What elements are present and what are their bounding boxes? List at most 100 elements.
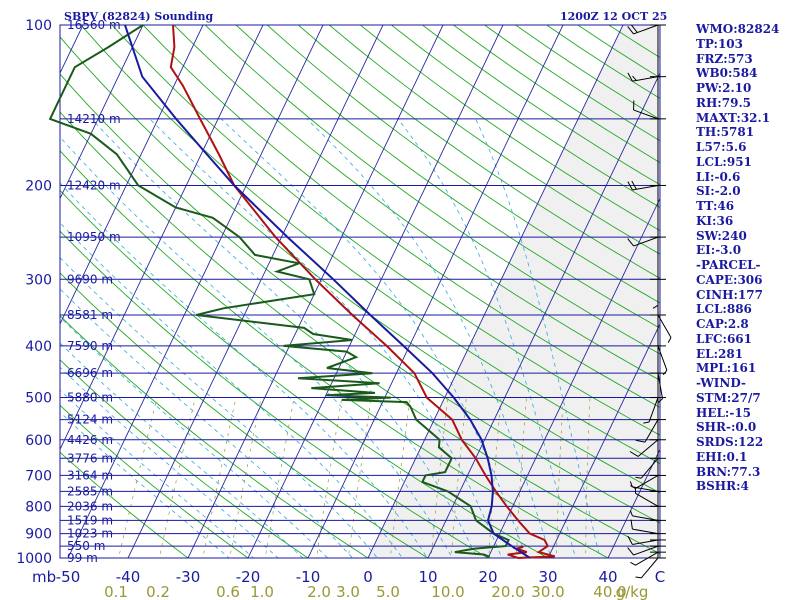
mixing-ratio-tick-label: 2.0 <box>307 583 331 600</box>
index-row: EHI:0.1 <box>696 449 748 464</box>
temperature-tick-label: 0 <box>363 568 373 586</box>
mixing-ratio-tick-label: 40.0 <box>593 583 626 600</box>
dry-adiabat-line <box>60 150 609 558</box>
height-label: 3776 m <box>67 451 113 465</box>
index-row: KI:36 <box>696 213 734 228</box>
height-label: 8581 m <box>67 308 113 322</box>
wind-barb-flag <box>630 519 633 530</box>
index-row: WMO:82824 <box>696 22 780 36</box>
dry-adiabat-line <box>60 451 189 558</box>
wind-barb-flag <box>657 398 663 403</box>
wind-barb-flag <box>629 510 633 517</box>
isotherm-line <box>487 197 660 558</box>
wind-barb <box>629 439 666 457</box>
wind-barb-staff <box>632 539 659 545</box>
index-row: SW:240 <box>696 228 747 243</box>
pressure-tick-label: 200 <box>25 178 52 194</box>
series-line-dewpoint <box>48 24 510 559</box>
mixing-ratio-tick-label: 1.0 <box>250 583 274 600</box>
wind-barb <box>630 519 666 535</box>
index-row: FRZ:573 <box>696 51 753 66</box>
isotherm-line <box>60 25 264 451</box>
isotherm-line <box>60 25 204 325</box>
index-row: CAP:2.8 <box>696 317 749 331</box>
isotherm-line <box>187 25 444 558</box>
wind-barb-staff <box>640 557 659 579</box>
wind-barb <box>627 180 666 191</box>
series-line-parcel <box>124 24 531 559</box>
temperature-tick-label: 30 <box>538 568 557 586</box>
dry-adiabat-line <box>60 189 549 558</box>
wind-barb-staff <box>633 109 659 120</box>
isobar-lines <box>59 24 661 559</box>
dry-adiabat-line <box>266 25 660 304</box>
dry-adiabat-line <box>298 25 660 279</box>
index-row: CINH:177 <box>696 287 763 302</box>
index-row: STM:27/7 <box>696 390 761 405</box>
index-row: TT:46 <box>696 199 735 213</box>
moist-adiabat-line <box>60 182 428 558</box>
index-row: BRN:77.3 <box>696 464 761 479</box>
wind-barb <box>627 24 666 35</box>
isotherm-line <box>427 72 660 558</box>
dry-adiabat-line <box>173 25 660 381</box>
height-label: 5124 m <box>67 413 113 427</box>
pressure-tick-label: 500 <box>25 391 52 407</box>
temperature-tick-label: -40 <box>116 568 141 586</box>
chart-valid-time: 1200Z 12 OCT 25 <box>560 10 667 23</box>
dry-adiabat-line <box>60 359 309 558</box>
plot-background <box>60 25 660 558</box>
index-row: EI:-3.0 <box>696 243 742 258</box>
moist-adiabat-line <box>60 288 354 558</box>
mixing-ratio-tick-label: 5.0 <box>376 583 400 600</box>
wind-barb-staff <box>632 515 659 521</box>
height-label: 550 m <box>67 539 105 553</box>
wind-barb-flag <box>627 238 634 247</box>
wind-barb <box>635 457 666 479</box>
wind-barb <box>635 557 666 579</box>
height-label: 1023 m <box>67 527 113 541</box>
height-label: 1519 m <box>67 513 113 527</box>
wind-barb <box>627 72 666 82</box>
isotherm-line <box>607 448 660 558</box>
pressure-tick-label: 100 <box>25 18 52 34</box>
mixing-ratio-tick-label: 20.0 <box>491 583 524 600</box>
index-row: MPL:161 <box>696 361 757 376</box>
wind-barb <box>643 397 666 424</box>
pressure-tick-label: 400 <box>25 339 52 355</box>
dry-adiabat-line <box>60 36 660 494</box>
isotherm-line <box>60 25 144 200</box>
temperature-tick-label: -20 <box>236 568 261 586</box>
dry-adiabat-line <box>235 25 660 329</box>
height-label: 2036 m <box>67 499 113 513</box>
index-row: LCL:951 <box>696 154 752 169</box>
wind-barb-flag <box>635 439 646 443</box>
height-label: 7590 m <box>67 339 113 353</box>
height-label: 16560 m <box>67 18 121 32</box>
dry-adiabat-line <box>60 73 660 524</box>
wind-barb-flag <box>629 451 639 457</box>
temperature-tick-label: -30 <box>176 568 201 586</box>
wind-barb <box>627 236 666 247</box>
wind-barb-staff <box>633 24 659 35</box>
index-row: BSHR:4 <box>696 479 749 494</box>
wind-barb-flag <box>631 24 638 33</box>
isotherm-line <box>67 25 324 558</box>
mixing-ratio-tick-label: 0.2 <box>146 583 170 600</box>
dry-adiabat-line <box>60 404 249 558</box>
index-row: -PARCEL- <box>696 258 761 272</box>
temperature-axis-end-label: C <box>655 568 665 586</box>
wind-barb <box>635 419 666 443</box>
wind-barb <box>627 545 666 556</box>
wind-barb <box>630 474 666 489</box>
index-row: TP:103 <box>696 36 744 51</box>
mixing-ratio-line <box>118 397 158 558</box>
wind-barb <box>650 278 666 309</box>
dry-adiabat-line <box>204 25 660 355</box>
wind-barb <box>629 510 666 521</box>
height-label: 12420 m <box>67 178 121 192</box>
wind-barb-column <box>627 24 672 579</box>
chart-title: SBPV (82824) Sounding <box>64 10 214 23</box>
height-label: 99 m <box>67 551 98 565</box>
